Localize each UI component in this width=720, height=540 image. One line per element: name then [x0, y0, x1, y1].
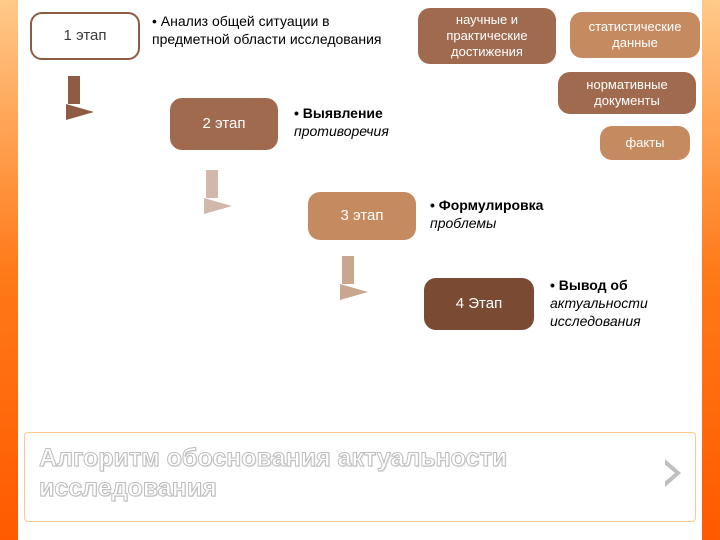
stage-4-desc: Вывод об актуальности исследования [550, 276, 715, 331]
stage-4-desc-lead: Вывод об [550, 277, 628, 293]
arrow-2 [206, 170, 234, 218]
stage-4-box: 4 Этап [424, 278, 534, 330]
badge-statistics-label: статистические данные [576, 19, 694, 52]
stage-3-label: 3 этап [340, 207, 383, 226]
stage-2-label: 2 этап [202, 115, 245, 134]
stage-4-desc-italic2: исследования [550, 313, 641, 329]
arrow-1 [68, 76, 96, 124]
stage-1-desc: Анализ общей ситуации в предметной облас… [152, 12, 402, 48]
arrow-3 [342, 256, 370, 304]
stage-2-desc: Выявление противоречия [294, 104, 474, 140]
stage-1-label: 1 этап [63, 27, 106, 46]
page-title: Алгоритм обоснования актуальности исслед… [39, 443, 665, 503]
stage-2-desc-italic: противоречия [294, 123, 389, 139]
badge-achievements: научные и практические достижения [418, 8, 556, 64]
badge-statistics: статистические данные [570, 12, 700, 58]
stage-2-desc-lead: Выявление [294, 105, 383, 121]
badge-facts: факты [600, 126, 690, 160]
stage-4-label: 4 Этап [456, 295, 502, 314]
stage-3-desc-italic: проблемы [430, 215, 496, 231]
stage-3-desc: Формулировка проблемы [430, 196, 610, 232]
badge-documents-label: нормативные документы [564, 77, 690, 110]
badge-documents: нормативные документы [558, 72, 696, 114]
chevron-right-icon [665, 459, 681, 487]
stage-1-desc-text: Анализ общей ситуации в предметной облас… [152, 13, 381, 47]
badge-achievements-label: научные и практические достижения [424, 12, 550, 61]
title-container: Алгоритм обоснования актуальности исслед… [24, 432, 696, 522]
stage-4-desc-italic1: актуальности [550, 295, 648, 311]
stage-1-box: 1 этап [30, 12, 140, 60]
stage-2-box: 2 этап [170, 98, 278, 150]
stage-3-box: 3 этап [308, 192, 416, 240]
diagram-canvas: 1 этап Анализ общей ситуации в предметно… [0, 0, 720, 540]
badge-facts-label: факты [625, 135, 664, 151]
stage-3-desc-lead: Формулировка [430, 197, 543, 213]
